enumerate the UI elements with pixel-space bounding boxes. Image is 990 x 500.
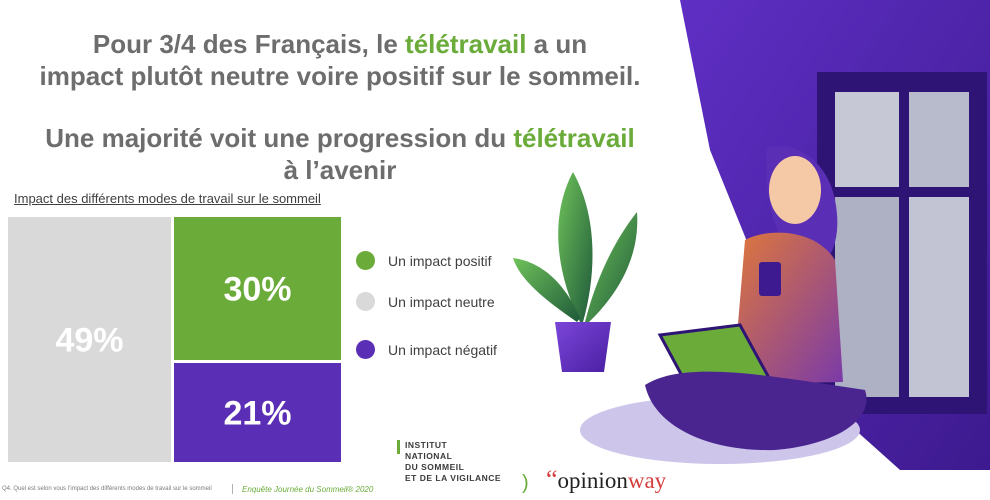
headline-line4: à l’avenir [283,155,397,185]
opinionway-logo: “opinionway [546,465,667,494]
treemap-cell-neutral [8,217,171,462]
headline-line3a: Une majorité voit une progression du [45,123,514,153]
person-face [769,156,821,224]
institut-logo-paren: ) [522,472,529,494]
treemap-chart: 49% 30% 21% [8,217,341,462]
person-legs [645,371,867,451]
plant-leaf-left [513,258,580,322]
headline-line1a: Pour 3/4 des Français, le [92,29,406,59]
footer-question: Q4. Quel est selon vous l’impact des dif… [2,486,212,492]
data-label-neutral: 49% [55,322,123,360]
headline-accent-2: télétravail [513,123,635,153]
legend-item-neutral: Un impact neutre [356,292,495,311]
legend-dot-positive [356,251,375,270]
legend-label-neutral: Un impact neutre [388,293,495,310]
plant-leaf-right [585,212,638,322]
legend-item-negative: Un impact négatif [356,340,497,359]
legend-label-positive: Un impact positif [388,252,492,269]
treemap-cell-negative [174,363,341,462]
plant-leaf-tall [558,172,593,322]
headline-bottom: Une majorité voit une progression du tél… [0,122,680,186]
institut-logo-bar [397,440,400,454]
window-pane-bottom-right [909,197,969,397]
coffee-mug-icon [759,262,781,296]
institut-logo-line-4: ET DE LA VIGILANCE [405,473,502,483]
plant-pot [555,322,611,372]
legend-dot-neutral [356,292,375,311]
data-label-positive: 30% [223,271,291,309]
footer-survey: Enquête Journée du Sommeil® 2020 [242,485,374,494]
institut-logo-line-3: DU SOMMEIL [405,462,465,472]
window-pane-top-right [909,92,969,187]
chart-title: Impact des différents modes de travail s… [14,191,321,206]
headline-line1b: a un [526,29,588,59]
legend-dot-negative [356,340,375,359]
footer-divider [232,484,233,494]
opinionway-logo-part-a: opinion [557,468,628,493]
data-label-negative: 21% [223,395,291,433]
window-pane-bottom-left [835,197,899,397]
opinionway-quote-mark: “ [546,465,558,494]
legend-item-positive: Un impact positif [356,251,491,270]
opinionway-logo-part-b: way [627,468,667,493]
headline-accent-1: télétravail [405,29,527,59]
window-pane-top-left [835,92,899,187]
treemap-cell-positive [174,217,341,360]
headline-top: Pour 3/4 des Français, le télétravail a … [0,28,680,92]
institut-logo-line-1: INSTITUT [405,440,448,450]
headline-line2: impact plutôt neutre voire positif sur l… [39,61,641,91]
legend-label-negative: Un impact négatif [388,341,497,358]
remote-work-illustration [513,0,990,470]
institut-logo-line-2: NATIONAL [405,451,453,461]
